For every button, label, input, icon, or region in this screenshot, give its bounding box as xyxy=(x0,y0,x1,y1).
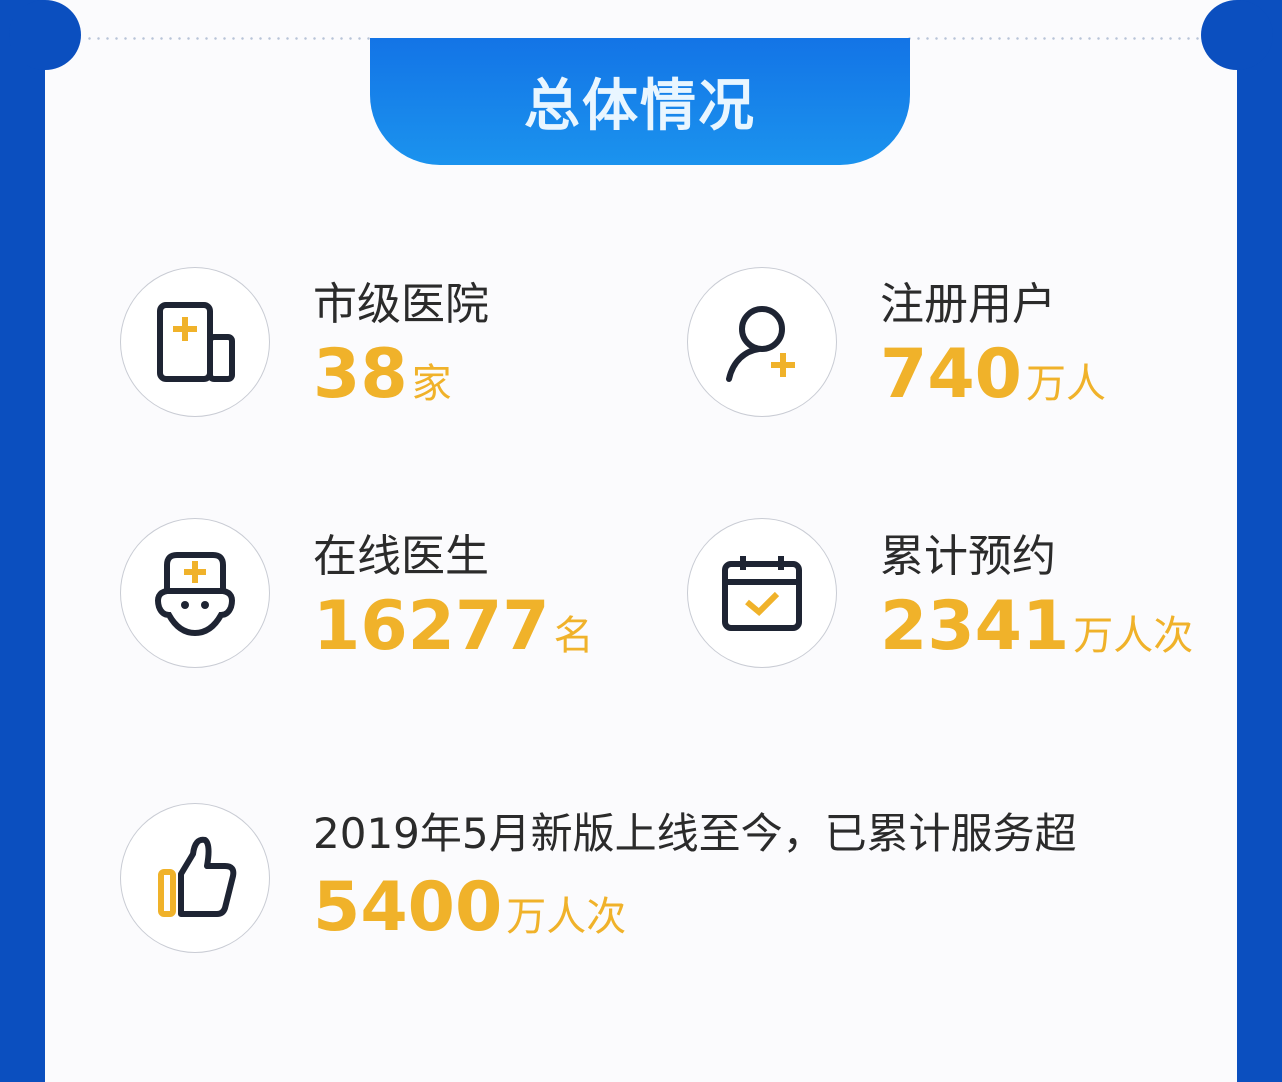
stat-unit: 万人次 xyxy=(1073,613,1194,659)
frame-corner-right xyxy=(1201,0,1273,70)
calendar-check-icon xyxy=(687,518,837,668)
stat-unit: 万人 xyxy=(1025,361,1106,407)
dotted-divider-right xyxy=(905,37,1200,40)
stat-value: 2341 万人次 xyxy=(880,587,1193,666)
stat-value: 740 万人 xyxy=(880,335,1106,414)
section-title: 总体情况 xyxy=(524,74,756,139)
stat-unit: 家 xyxy=(411,361,452,407)
summary-value: 5400 万人次 xyxy=(313,868,626,947)
dotted-divider-left xyxy=(85,37,375,40)
stat-number: 16277 xyxy=(313,587,550,666)
summary-label: 2019年5月新版上线至今，已累计服务超 xyxy=(313,809,1077,858)
stat-value: 38 家 xyxy=(313,335,452,414)
stat-number: 38 xyxy=(313,335,408,414)
summary-unit: 万人次 xyxy=(506,894,627,940)
stat-value: 16277 名 xyxy=(313,587,594,666)
stat-label: 累计预约 xyxy=(880,531,1056,582)
stat-unit: 名 xyxy=(553,613,594,659)
add-user-icon xyxy=(687,267,837,417)
thumbs-up-icon xyxy=(120,803,270,953)
frame-corner-left xyxy=(9,0,81,70)
section-title-tab: 总体情况 xyxy=(370,38,910,165)
stat-label: 注册用户 xyxy=(880,279,1056,330)
stat-number: 2341 xyxy=(880,587,1070,666)
stat-number: 740 xyxy=(880,335,1022,414)
stat-label: 市级医院 xyxy=(313,279,489,330)
hospital-icon xyxy=(120,267,270,417)
doctor-icon xyxy=(120,518,270,668)
stat-label: 在线医生 xyxy=(313,531,489,582)
summary-number: 5400 xyxy=(313,868,503,947)
